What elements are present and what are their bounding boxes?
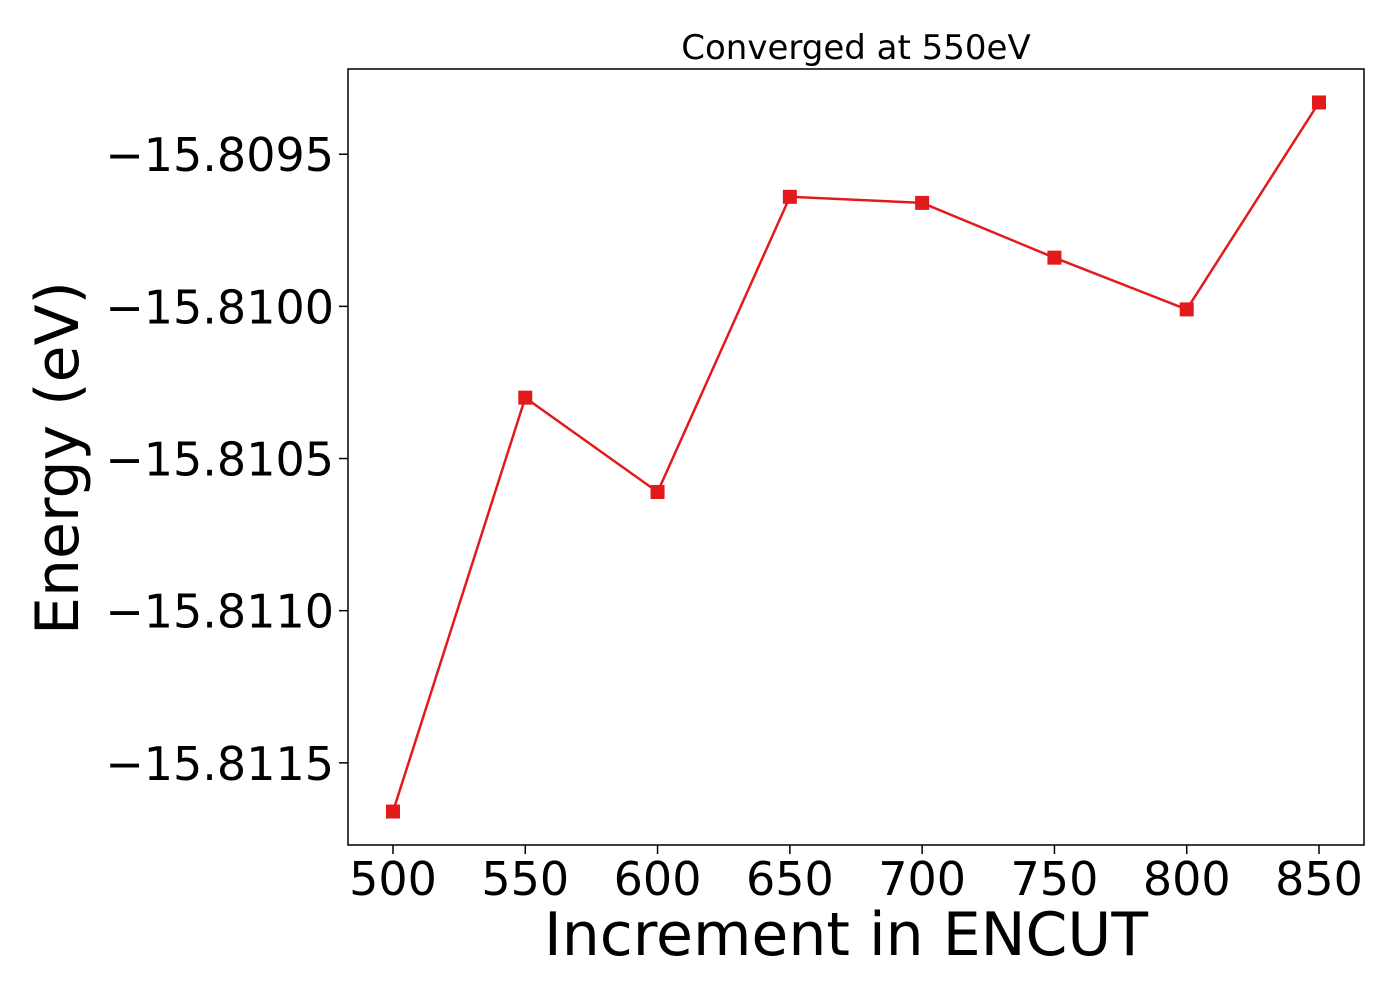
x-tick-label: 500 — [349, 852, 437, 906]
data-point-marker — [518, 390, 533, 405]
y-tick-label: −15.8115 — [105, 737, 334, 791]
x-axis-label: Increment in ENCUT — [544, 900, 1148, 970]
y-tick-label: −15.8110 — [105, 585, 334, 639]
x-tick-label: 550 — [481, 852, 569, 906]
chart-title: Converged at 550eV — [681, 28, 1030, 68]
x-tick-label: 650 — [746, 852, 834, 906]
y-tick-label: −15.8095 — [105, 128, 334, 182]
plot-area — [347, 68, 1365, 846]
y-axis-label: Energy (eV) — [23, 281, 93, 635]
data-point-marker — [650, 484, 665, 499]
x-axis-ticks: 500 550 600 650 700 750 800 850 — [349, 845, 1363, 906]
series-group — [385, 95, 1327, 819]
x-tick-label: 850 — [1275, 852, 1363, 906]
y-tick-label: −15.8100 — [105, 280, 334, 334]
data-point-marker — [915, 195, 930, 210]
x-tick-label: 600 — [614, 852, 702, 906]
data-point-marker — [1047, 250, 1062, 265]
data-point-marker — [782, 189, 797, 204]
y-axis-ticks: −15.8115 −15.8110 −15.8105 −15.8100 −15.8095 — [105, 128, 348, 791]
x-tick-label: 750 — [1011, 852, 1099, 906]
x-tick-label: 700 — [878, 852, 966, 906]
data-point-marker — [385, 804, 400, 819]
x-tick-label: 800 — [1143, 852, 1231, 906]
data-point-marker — [1179, 302, 1194, 317]
data-point-marker — [1312, 95, 1327, 110]
y-tick-label: −15.8105 — [105, 433, 334, 487]
series-line — [391, 101, 1321, 812]
